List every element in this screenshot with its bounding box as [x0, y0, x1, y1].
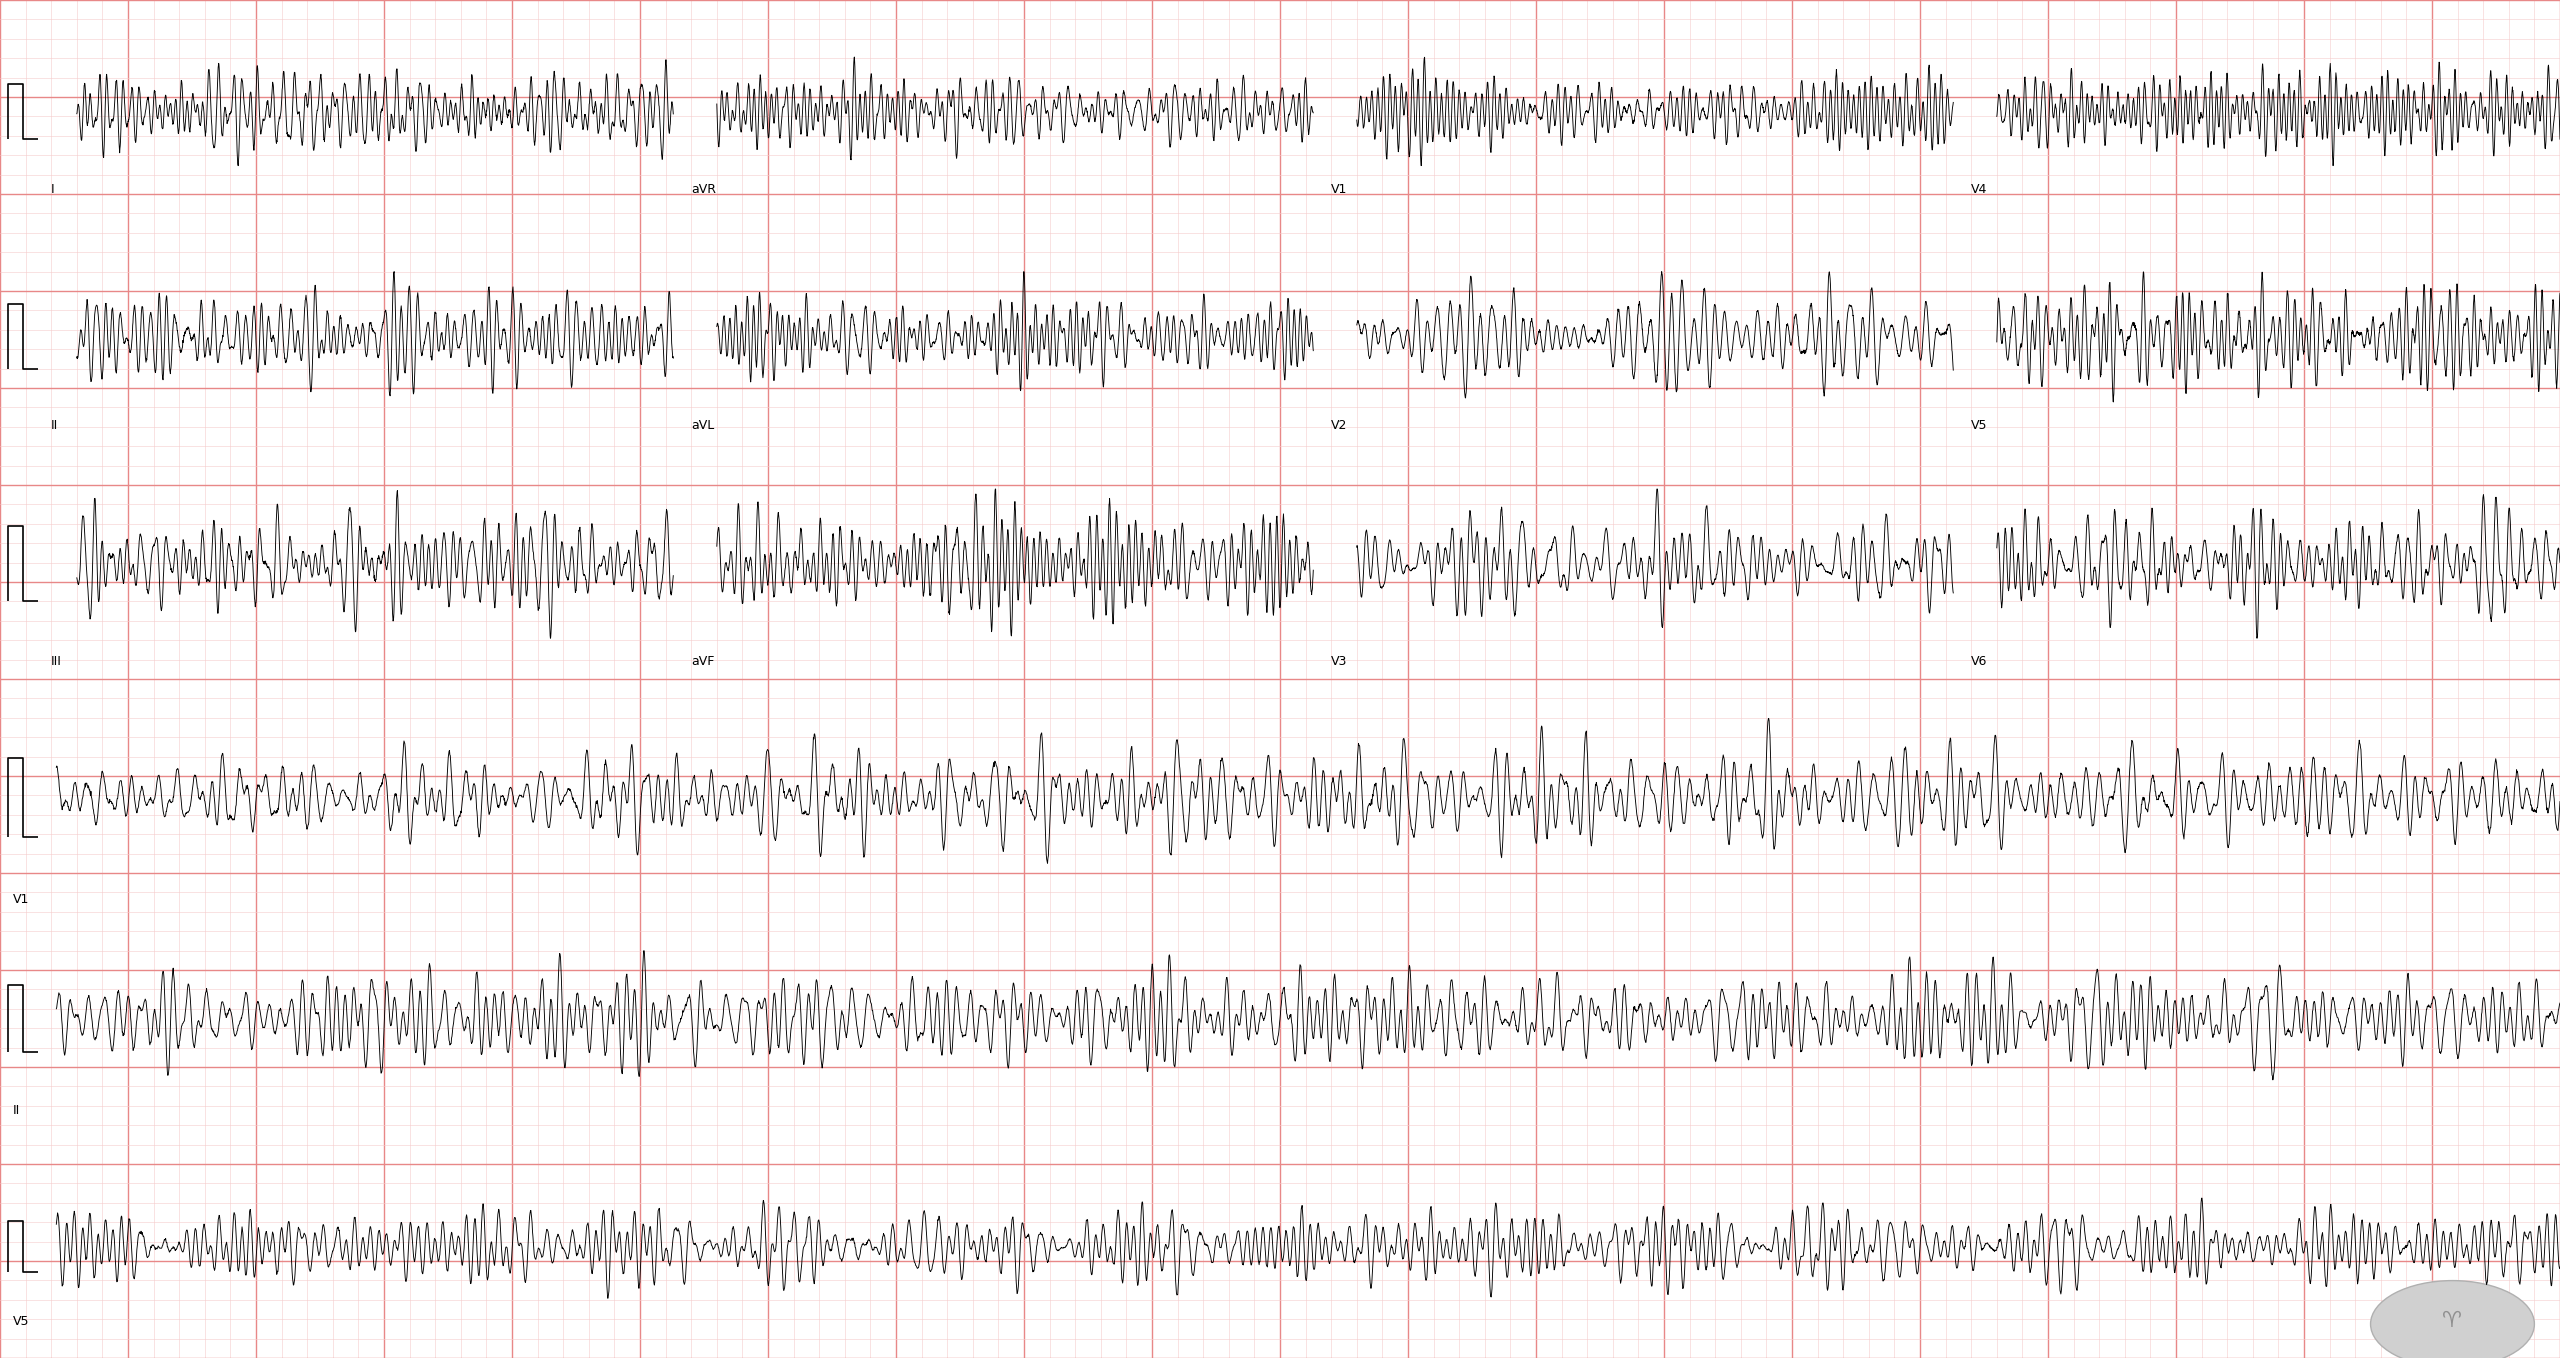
Text: V5: V5 — [13, 1316, 28, 1328]
Text: ♈: ♈ — [2442, 1312, 2463, 1331]
Text: V4: V4 — [1971, 183, 1987, 196]
Circle shape — [2371, 1281, 2534, 1358]
Text: V6: V6 — [1971, 656, 1987, 668]
Text: III: III — [51, 656, 61, 668]
Text: V2: V2 — [1331, 420, 1347, 432]
Text: V3: V3 — [1331, 656, 1347, 668]
Text: II: II — [51, 420, 59, 432]
Text: V5: V5 — [1971, 420, 1987, 432]
Text: I: I — [51, 183, 54, 196]
Text: II: II — [13, 1104, 20, 1116]
Text: V1: V1 — [13, 894, 28, 906]
Text: aVL: aVL — [691, 420, 714, 432]
Text: V1: V1 — [1331, 183, 1347, 196]
Text: aVF: aVF — [691, 656, 714, 668]
Text: aVR: aVR — [691, 183, 717, 196]
